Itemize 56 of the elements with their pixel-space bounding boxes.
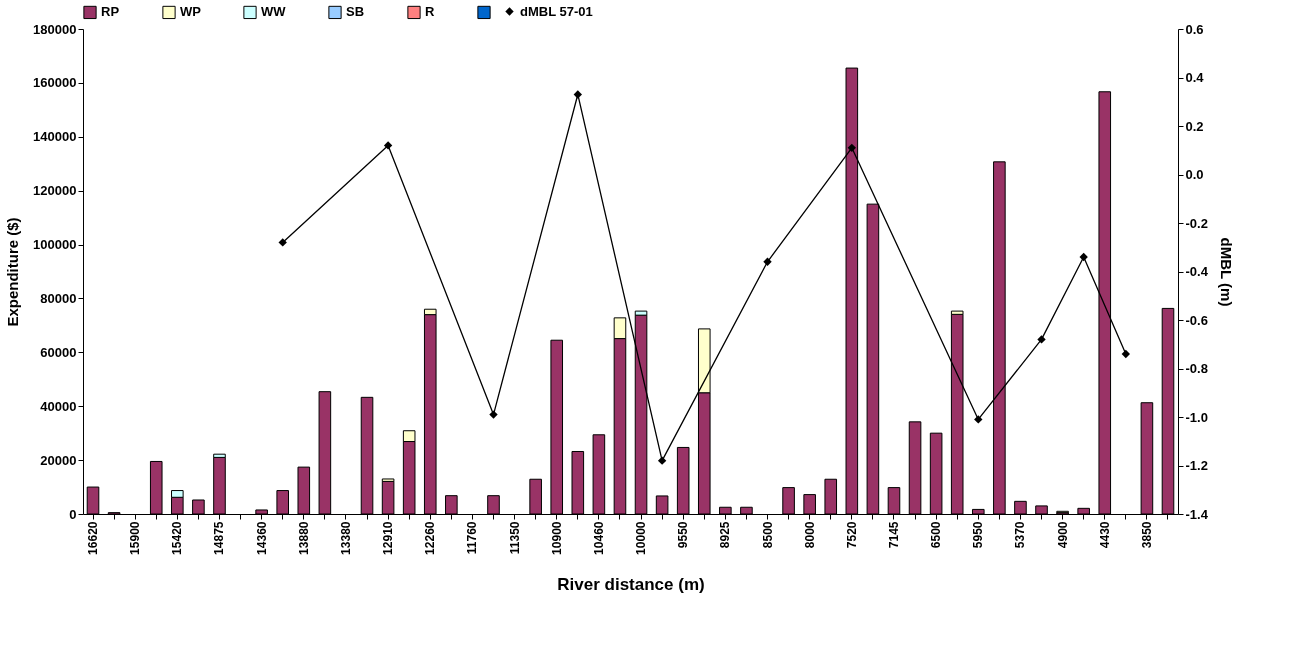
legend-label: RP xyxy=(101,4,120,20)
y2-tick-label: 0.6 xyxy=(1185,21,1204,37)
x-tick-label: 7145 xyxy=(886,521,901,549)
x-tick-label: 14360 xyxy=(254,521,269,555)
y2-axis-title: dMBL (m) xyxy=(1217,237,1235,307)
x-tick-label: 10000 xyxy=(634,521,649,555)
x-tick-label: 11760 xyxy=(465,521,480,555)
y-tick-label: 40000 xyxy=(40,398,77,414)
legend-label: R xyxy=(425,4,435,20)
x-tick-label: 15420 xyxy=(170,521,185,555)
x-tick-label: 13880 xyxy=(296,521,311,555)
y-axis-title: Expenditure ($) xyxy=(4,217,22,327)
legend-label: dMBL 57-01 xyxy=(520,3,593,19)
x-tick-label: 3850 xyxy=(1139,521,1154,549)
legend-label: SB xyxy=(346,4,365,20)
y2-tick-label: 0.2 xyxy=(1185,118,1204,134)
legend-label: WW xyxy=(261,4,287,20)
x-tick-label: 5950 xyxy=(971,521,986,549)
y-tick-label: 80000 xyxy=(40,290,77,306)
y2-tick-label: -0.8 xyxy=(1185,361,1208,376)
legend-label: WP xyxy=(180,4,202,20)
y-tick-label: 160000 xyxy=(33,75,77,91)
x-tick-label: 15900 xyxy=(128,521,143,555)
x-tick-label: 12910 xyxy=(381,521,396,555)
x-tick-label: 4430 xyxy=(1097,521,1112,549)
x-tick-label: 7520 xyxy=(844,521,859,549)
y-tick-label: 140000 xyxy=(33,129,77,145)
x-tick-label: 10900 xyxy=(549,521,564,555)
y-tick-label: 60000 xyxy=(40,344,77,360)
y2-tick-label: -0.6 xyxy=(1185,312,1208,328)
x-tick-label: 10460 xyxy=(591,521,606,555)
x-tick-label: 11350 xyxy=(507,521,522,555)
x-tick-label: 9550 xyxy=(676,521,691,549)
y-tick-label: 20000 xyxy=(40,452,77,468)
x-tick-label: 16620 xyxy=(86,521,101,555)
x-tick-label: 14875 xyxy=(212,521,227,555)
y2-tick-label: 0.0 xyxy=(1185,167,1204,182)
y2-tick-label: -1.0 xyxy=(1185,409,1208,425)
x-tick-label: 8000 xyxy=(802,521,817,549)
y-tick-label: 180000 xyxy=(33,21,77,37)
x-tick-label: 4900 xyxy=(1055,521,1070,549)
y2-tick-label: -0.4 xyxy=(1185,264,1209,279)
x-tick-label: 5370 xyxy=(1013,521,1028,549)
y-tick-label: 0 xyxy=(69,506,77,522)
y2-tick-label: -0.2 xyxy=(1185,215,1208,231)
x-tick-label: 12260 xyxy=(423,521,438,555)
x-axis-title: River distance (m) xyxy=(557,574,705,594)
y-tick-label: 120000 xyxy=(33,183,77,199)
x-tick-label: 13380 xyxy=(338,521,353,555)
y2-tick-label: -1.4 xyxy=(1185,506,1209,522)
y-tick-label: 100000 xyxy=(33,237,77,253)
y2-tick-label: 0.4 xyxy=(1185,70,1205,85)
x-tick-label: 6500 xyxy=(929,521,944,549)
y2-tick-label: -1.2 xyxy=(1185,458,1208,473)
x-tick-label: 8500 xyxy=(760,521,775,549)
x-tick-label: 8925 xyxy=(718,521,733,549)
